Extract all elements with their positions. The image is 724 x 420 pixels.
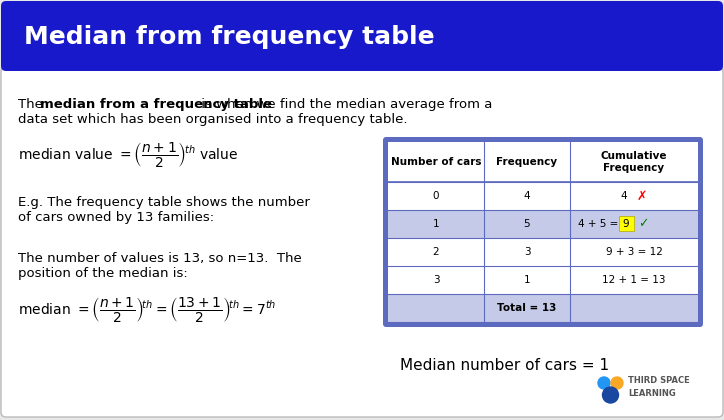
Text: 9 + 3 = 12: 9 + 3 = 12 (605, 247, 662, 257)
Text: Frequency: Frequency (497, 157, 557, 167)
Text: The number of values is 13, so n=13.  The: The number of values is 13, so n=13. The (18, 252, 302, 265)
Text: 4: 4 (620, 191, 627, 201)
Circle shape (598, 377, 610, 389)
Text: 4 + 5 =: 4 + 5 = (578, 219, 622, 229)
Bar (388, 294, 698, 322)
Text: ✗: ✗ (636, 189, 647, 202)
Text: Median from frequency table: Median from frequency table (24, 25, 434, 49)
Text: position of the median is:: position of the median is: (18, 267, 188, 280)
Text: 1: 1 (433, 219, 439, 229)
Text: median $= \left(\dfrac{n+1}{2}\right)^{\!\mathit{th}} = \left(\dfrac{13+1}{2}\ri: median $= \left(\dfrac{n+1}{2}\right)^{\… (18, 295, 277, 324)
FancyBboxPatch shape (383, 137, 703, 327)
Text: Median number of cars = 1: Median number of cars = 1 (400, 358, 609, 373)
Text: Total = 13: Total = 13 (497, 303, 557, 313)
Text: 12 + 1 = 13: 12 + 1 = 13 (602, 275, 666, 285)
Circle shape (611, 377, 623, 389)
Bar (388, 182, 698, 210)
Text: ✓: ✓ (638, 218, 649, 231)
Text: E.g. The frequency table shows the number: E.g. The frequency table shows the numbe… (18, 196, 310, 209)
Text: The: The (18, 98, 47, 111)
Text: 0: 0 (433, 191, 439, 201)
Text: median from a frequency table: median from a frequency table (40, 98, 272, 111)
FancyBboxPatch shape (1, 67, 723, 417)
Text: median value $= \left(\dfrac{n+1}{2}\right)^{\!\mathit{th}}$ value: median value $= \left(\dfrac{n+1}{2}\rig… (18, 140, 238, 169)
Bar (388, 266, 698, 294)
Text: 2: 2 (433, 247, 439, 257)
Text: Cumulative
Frequency: Cumulative Frequency (601, 151, 668, 173)
Text: is when we find the median average from a: is when we find the median average from … (197, 98, 492, 111)
Text: 3: 3 (523, 247, 530, 257)
Bar (388, 142, 698, 182)
Text: data set which has been organised into a frequency table.: data set which has been organised into a… (18, 113, 408, 126)
Bar (388, 210, 698, 238)
Text: Number of cars: Number of cars (391, 157, 481, 167)
FancyBboxPatch shape (1, 1, 723, 71)
Text: 9: 9 (623, 219, 629, 229)
Text: 1: 1 (523, 275, 530, 285)
FancyBboxPatch shape (619, 216, 634, 231)
Bar (388, 238, 698, 266)
Circle shape (602, 387, 618, 403)
Text: 3: 3 (433, 275, 439, 285)
Text: 4: 4 (523, 191, 530, 201)
Text: THIRD SPACE
LEARNING: THIRD SPACE LEARNING (628, 376, 690, 398)
Text: of cars owned by 13 families:: of cars owned by 13 families: (18, 211, 214, 224)
Text: 5: 5 (523, 219, 530, 229)
